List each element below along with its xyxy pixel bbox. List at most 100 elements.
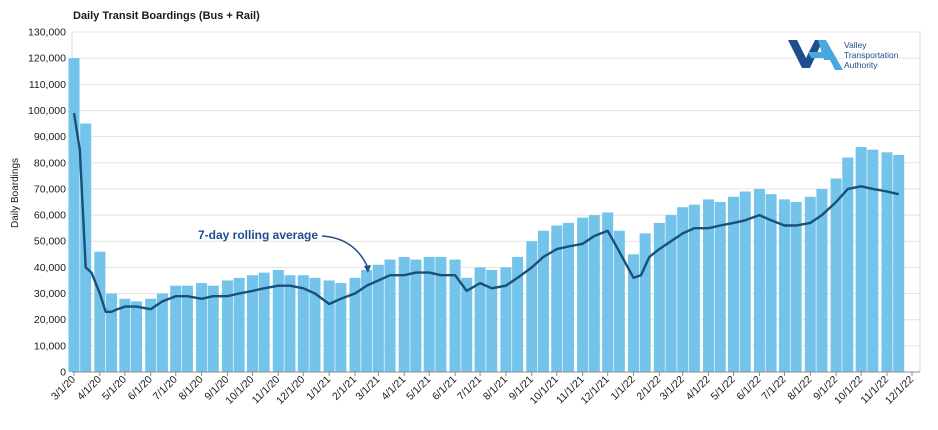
y-tick-label: 40,000 [34, 262, 66, 274]
data-bar [196, 283, 208, 372]
data-bar [714, 202, 726, 372]
annotation-label: 7-day rolling average [198, 228, 318, 242]
x-tick-label: 7/1/22 [759, 374, 788, 403]
data-bar [410, 259, 422, 372]
data-bar [665, 215, 677, 372]
x-tick-label: 5/1/20 [100, 374, 129, 403]
data-bar [145, 298, 157, 372]
x-tick-label: 10/1/20 [223, 374, 256, 407]
data-bar [765, 194, 777, 372]
data-bar [297, 275, 309, 372]
y-tick-label: 10,000 [34, 340, 66, 352]
data-bar [258, 272, 270, 372]
data-bar [372, 264, 384, 372]
logo-line-2: Transportation [844, 50, 899, 60]
y-tick-label: 110,000 [29, 79, 66, 91]
data-bar [207, 285, 219, 372]
data-bar [68, 58, 80, 373]
data-bar [855, 147, 867, 372]
data-bar [398, 256, 410, 372]
data-bar [804, 196, 816, 372]
y-tick-label: 60,000 [34, 210, 66, 222]
data-bar [272, 270, 284, 372]
grid [72, 31, 920, 347]
y-tick-label: 30,000 [34, 288, 66, 300]
data-bar [703, 199, 715, 372]
x-tick-label: 6/1/22 [734, 374, 763, 403]
y-tick-label: 50,000 [34, 236, 66, 248]
x-tick-label: 12/1/20 [274, 374, 307, 407]
data-bar [449, 259, 461, 372]
x-tick-label: 4/1/20 [75, 374, 104, 403]
data-bar [526, 241, 538, 372]
x-tick-label: 10/1/22 [832, 374, 865, 407]
data-bar [500, 267, 512, 372]
data-bar [728, 196, 740, 372]
data-bar [753, 188, 765, 372]
data-bar [461, 277, 473, 372]
y-tick-label: 90,000 [34, 131, 66, 143]
logo-text: Valley Transportation Authority [844, 40, 899, 70]
data-bar [790, 202, 802, 372]
x-tick-label: 5/1/22 [709, 374, 738, 403]
logo-line-3: Authority [844, 60, 878, 70]
data-bar [486, 270, 498, 372]
logo-line-1: Valley [844, 40, 867, 50]
data-bar [627, 254, 640, 372]
data-bar [778, 199, 790, 372]
x-tick-label: 8/1/20 [177, 374, 206, 403]
x-tick-label: 3/1/21 [353, 374, 382, 403]
x-tick-label: 1/1/22 [608, 374, 637, 403]
annotation-arrowhead [364, 265, 371, 273]
data-bar [221, 280, 233, 372]
x-tick-label: 2/1/22 [634, 374, 663, 403]
data-bar [246, 275, 258, 372]
x-axis: 3/1/204/1/205/1/206/1/207/1/208/1/209/1/… [49, 371, 920, 407]
y-tick-label: 20,000 [34, 314, 66, 326]
data-bar [867, 149, 879, 372]
x-tick-label: 8/1/21 [481, 374, 510, 403]
chart-title: Daily Transit Boardings (Bus + Rail) [73, 10, 260, 22]
x-tick-label: 6/1/20 [126, 374, 155, 403]
y-tick-label: 120,000 [28, 53, 66, 65]
data-bar [384, 259, 396, 372]
data-bar [181, 285, 193, 372]
data-bar [156, 293, 168, 372]
data-bar [816, 188, 828, 372]
x-tick-label: 8/1/22 [785, 374, 814, 403]
data-bar [474, 267, 486, 372]
data-bar [577, 217, 589, 372]
x-tick-label: 6/1/21 [430, 374, 459, 403]
data-bar [688, 204, 700, 372]
data-bar [233, 277, 245, 372]
y-tick-label: 130,000 [28, 27, 66, 39]
data-bar [830, 178, 842, 372]
x-tick-label: 12/1/22 [883, 374, 916, 407]
rolling-average-line [72, 112, 899, 313]
x-tick-label: 7/1/21 [455, 374, 484, 403]
x-tick-label: 5/1/21 [404, 374, 433, 403]
x-tick-label: 4/1/22 [684, 374, 713, 403]
data-bar [131, 301, 143, 372]
x-tick-label: 7/1/20 [151, 374, 180, 403]
data-bar [613, 230, 625, 372]
data-bar [602, 212, 614, 372]
data-bar [512, 256, 524, 372]
vta-logo-icon [788, 40, 843, 70]
data-bar [335, 283, 347, 372]
data-bar [842, 157, 854, 372]
data-bar [170, 285, 182, 372]
data-bar [639, 233, 651, 372]
x-tick-label: 2/1/21 [330, 374, 359, 403]
y-tick-label: 100,000 [28, 105, 66, 117]
data-bar [309, 277, 321, 372]
data-bar [653, 222, 665, 372]
data-bar [537, 230, 549, 372]
data-bar [423, 256, 435, 372]
data-bar [323, 280, 335, 372]
data-bar [435, 256, 447, 372]
x-tick-label: 10/1/21 [528, 374, 561, 407]
data-bar [284, 275, 296, 372]
data-bar [361, 270, 373, 372]
data-bar [739, 191, 751, 372]
